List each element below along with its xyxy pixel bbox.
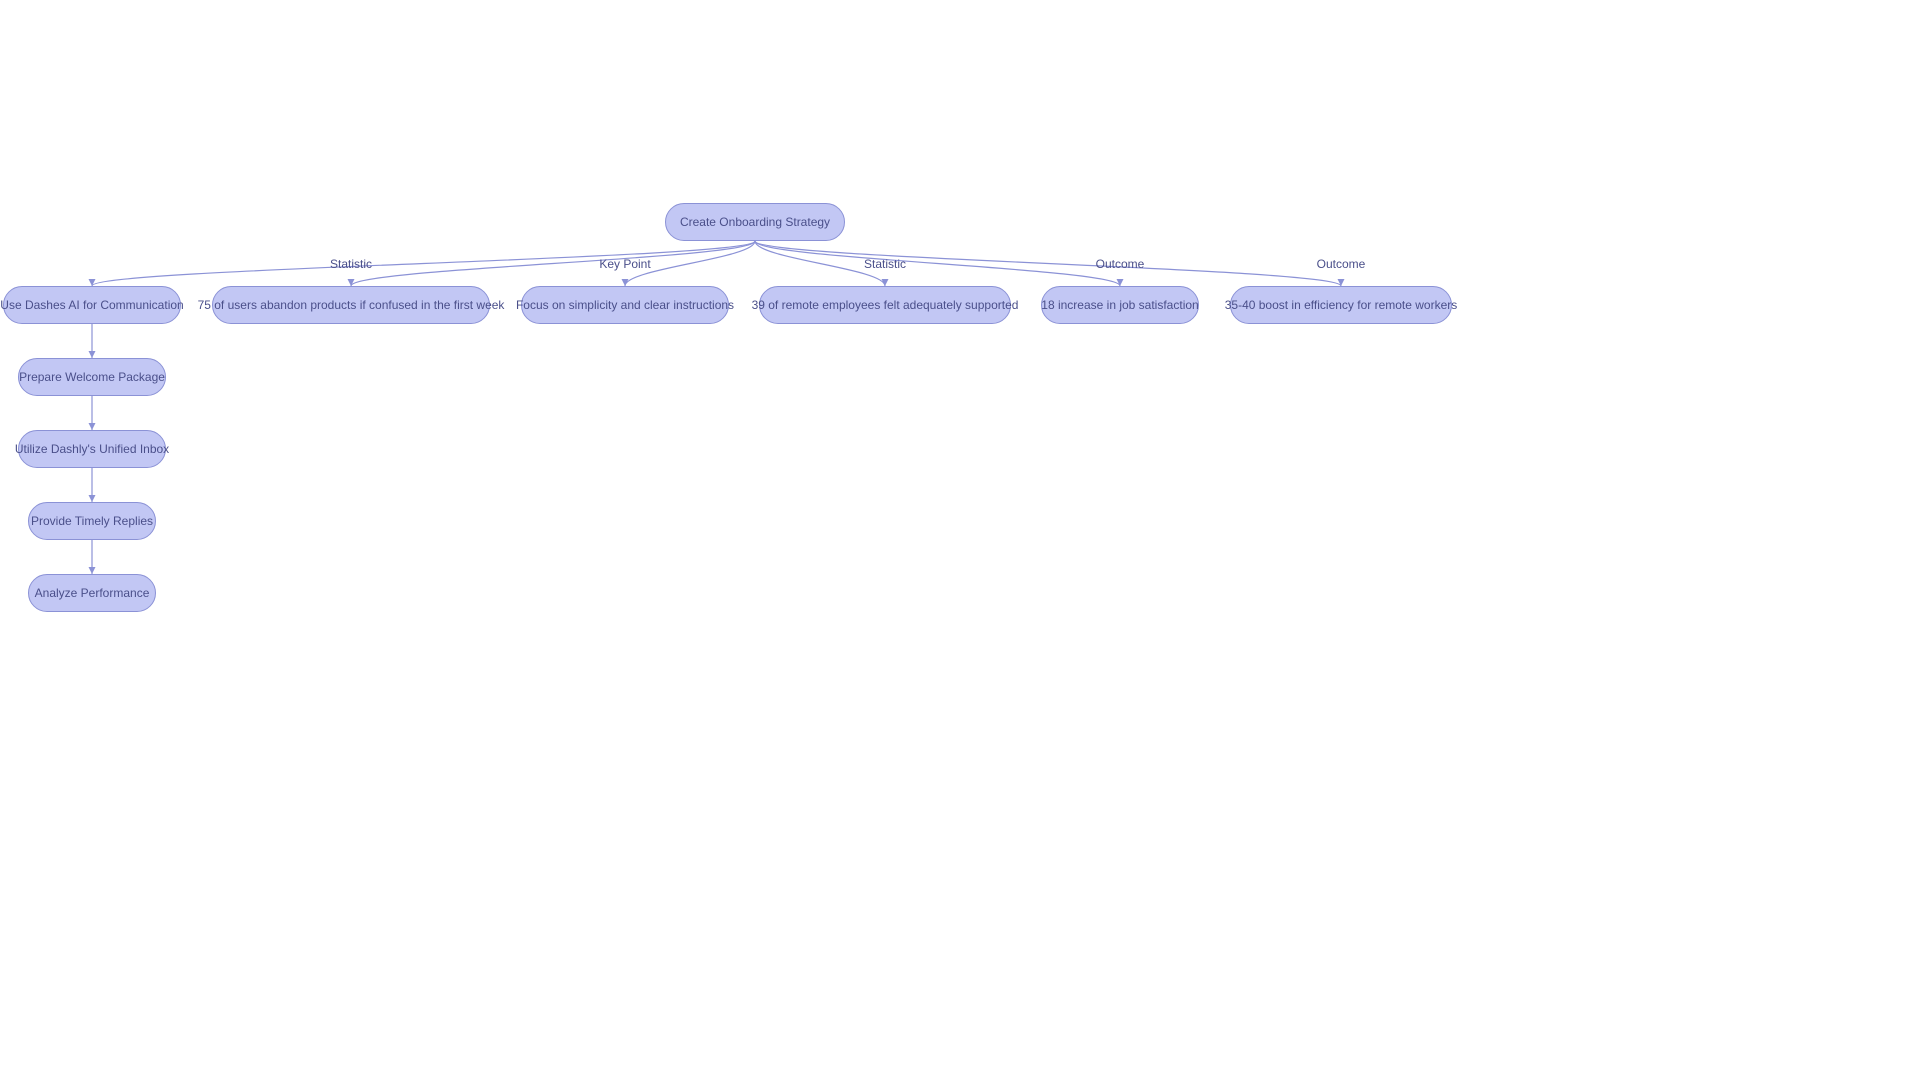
edge-label: Key Point [597, 257, 652, 271]
flowchart-node: 75 of users abandon products if confused… [212, 286, 490, 324]
flowchart-node: Provide Timely Replies [28, 502, 156, 540]
node-label: 18 increase in job satisfaction [1041, 298, 1198, 312]
node-label: Focus on simplicity and clear instructio… [516, 298, 734, 312]
flowchart-node: Analyze Performance [28, 574, 156, 612]
edge-label: Outcome [1094, 257, 1147, 271]
flowchart-edge [92, 241, 755, 286]
node-label: Prepare Welcome Package [19, 370, 165, 384]
flowchart-edge [755, 241, 1120, 286]
flowchart-node: Focus on simplicity and clear instructio… [521, 286, 729, 324]
flowchart-node: 39 of remote employees felt adequately s… [759, 286, 1011, 324]
flowchart-node: Create Onboarding Strategy [665, 203, 845, 241]
flowchart-node: 35-40 boost in efficiency for remote wor… [1230, 286, 1452, 324]
edge-label: Statistic [862, 257, 908, 271]
node-label: 75 of users abandon products if confused… [198, 298, 505, 312]
node-label: Create Onboarding Strategy [680, 215, 830, 229]
flowchart-node: Utilize Dashly's Unified Inbox [18, 430, 166, 468]
node-label: Provide Timely Replies [31, 514, 153, 528]
flowchart-edge [755, 241, 1341, 286]
node-label: Utilize Dashly's Unified Inbox [15, 442, 169, 456]
edge-label: Statistic [328, 257, 374, 271]
node-label: 35-40 boost in efficiency for remote wor… [1225, 298, 1458, 312]
edge-label: Outcome [1315, 257, 1368, 271]
flowchart-edge [351, 241, 755, 286]
flowchart-node: 18 increase in job satisfaction [1041, 286, 1199, 324]
node-label: Use Dashes AI for Communication [0, 298, 183, 312]
flowchart-node: Use Dashes AI for Communication [3, 286, 181, 324]
edge-layer [0, 0, 1920, 1083]
flowchart-node: Prepare Welcome Package [18, 358, 166, 396]
node-label: Analyze Performance [35, 586, 150, 600]
node-label: 39 of remote employees felt adequately s… [752, 298, 1019, 312]
